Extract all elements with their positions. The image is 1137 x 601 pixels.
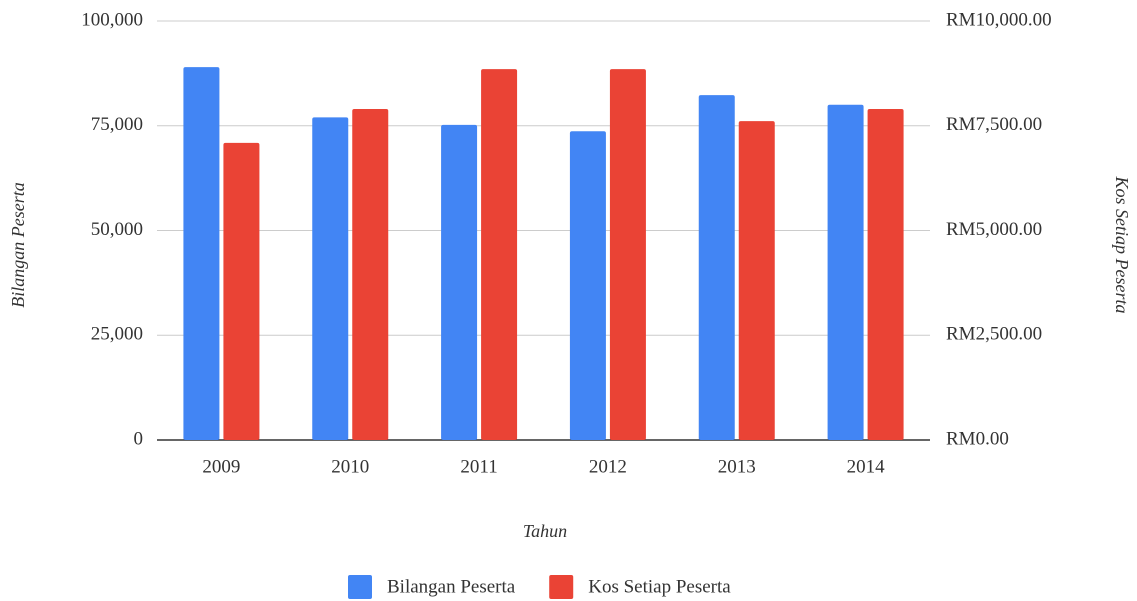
legend-swatch [549,575,574,599]
legend-swatch [348,575,372,599]
bar [827,104,864,441]
y2-tick-label: RM7,500.00 [946,114,1042,135]
y2-tick-label: RM2,500.00 [946,324,1042,345]
y-tick-label: 25,000 [91,324,143,345]
y-tick-label: 75,000 [91,114,143,135]
bar [481,69,518,440]
x-tick-label: 2011 [460,456,497,477]
bar [867,108,904,441]
y-tick-label: 0 [134,428,144,449]
y-tick-label: 50,000 [91,219,143,240]
x-tick-label: 2014 [847,456,886,477]
bar [223,142,260,440]
y2-tick-label: RM0.00 [946,428,1009,449]
y2-tick-label: RM5,000.00 [946,219,1042,240]
legend-label: Kos Setiap Peserta [588,576,731,597]
bar [183,67,220,440]
y-axis-title: Bilangan Peserta [8,182,28,307]
x-tick-label: 2013 [718,456,756,477]
y2-tick-label: RM10,000.00 [946,9,1052,30]
x-tick-label: 2010 [331,456,369,477]
legend-label: Bilangan Peserta [387,576,516,597]
bar [569,131,606,440]
y-tick-label: 100,000 [81,9,143,30]
x-tick-label: 2009 [202,456,240,477]
y2-axis-title: Kos Setiap Peserta [1112,176,1132,314]
bar [698,95,735,441]
bar [609,69,646,440]
bar [441,124,478,441]
bar [738,121,775,441]
bar [312,117,349,441]
x-tick-label: 2012 [589,456,627,477]
x-axis-title: Tahun [523,521,567,541]
bar [352,108,389,441]
